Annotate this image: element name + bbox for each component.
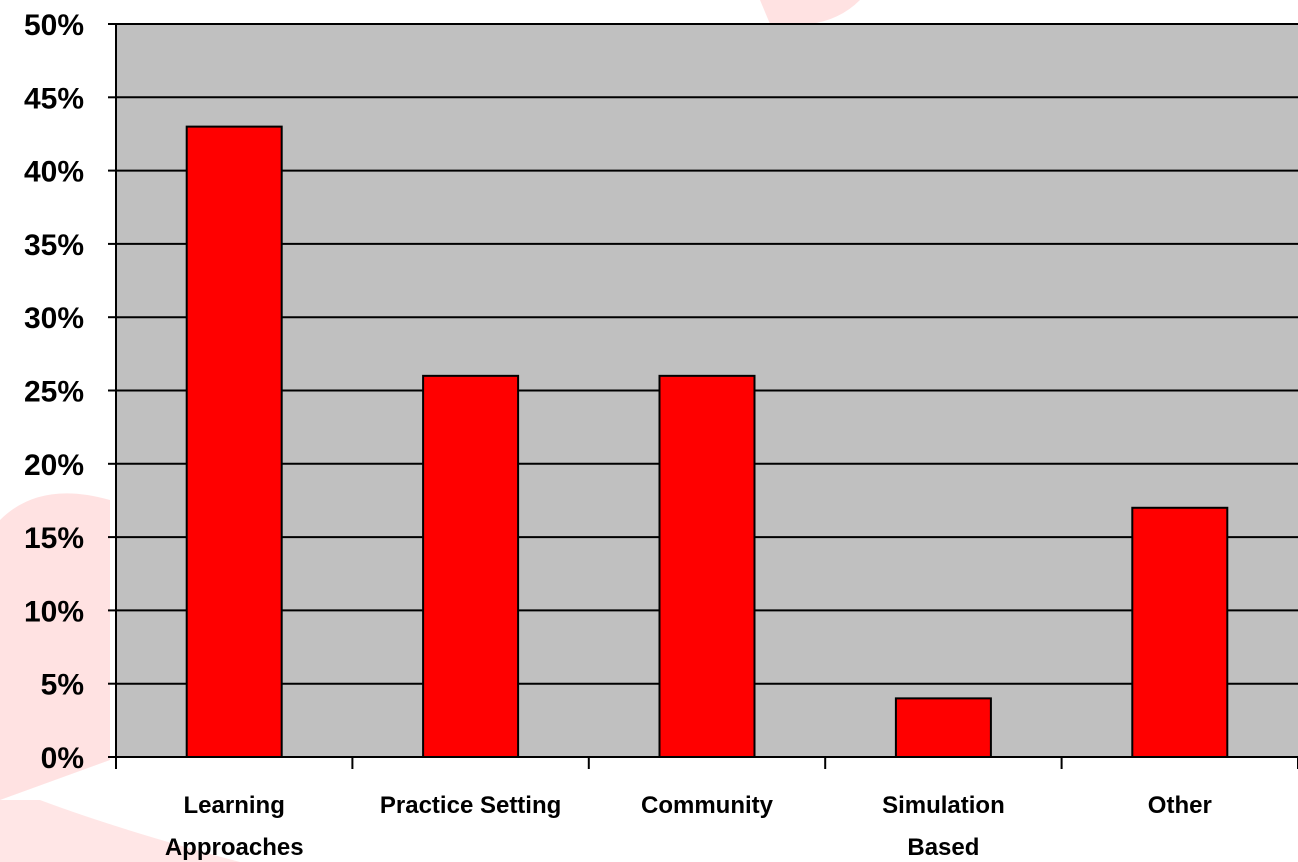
y-tick-label: 50% <box>24 9 84 42</box>
y-axis-ticks: 0% 5% 10% 15% 20% 25% 30% 35% 40% 45% 50% <box>24 9 116 775</box>
x-tick-label: Approaches <box>165 834 304 861</box>
x-tick-label: Other <box>1148 792 1212 819</box>
x-tick-label: Practice Setting <box>380 792 561 819</box>
x-tick-label: Simulation <box>882 792 1005 819</box>
x-axis-labels: Learning Approaches Practice Setting Commun… <box>165 792 1212 861</box>
y-tick-label: 5% <box>41 669 84 702</box>
y-tick-label: 15% <box>24 522 84 555</box>
bars <box>185 125 1229 759</box>
bar <box>658 374 756 758</box>
y-tick-label: 40% <box>24 156 84 189</box>
x-tick-label: Learning <box>184 792 285 819</box>
y-tick-label: 30% <box>24 302 84 335</box>
y-tick-label: 10% <box>24 595 84 628</box>
bar <box>422 374 520 758</box>
bar <box>1131 506 1229 758</box>
y-tick-label: 20% <box>24 449 84 482</box>
bar <box>185 125 283 759</box>
decor-shape-bottom <box>0 800 240 862</box>
bar <box>894 697 992 758</box>
y-tick-label: 25% <box>24 376 84 409</box>
decor-shape-left <box>0 493 110 800</box>
background-decoration <box>0 0 860 862</box>
y-tick-label: 0% <box>41 742 84 775</box>
x-tick-label: Community <box>641 792 774 819</box>
y-tick-label: 35% <box>24 229 84 262</box>
decor-shape-top <box>760 0 860 24</box>
y-tick-label: 45% <box>24 82 84 115</box>
x-tick-label: Based <box>907 834 979 861</box>
